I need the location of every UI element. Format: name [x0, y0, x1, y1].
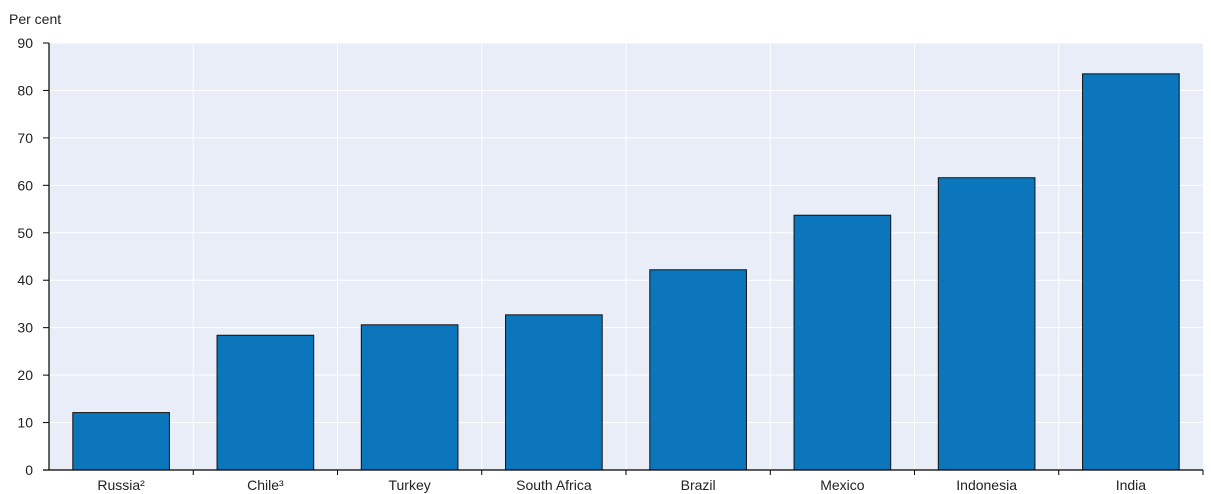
y-tick-label: 50: [17, 225, 33, 241]
y-tick-label: 30: [17, 320, 33, 336]
x-category-label: India: [1116, 477, 1147, 493]
y-tick-label: 10: [17, 415, 33, 431]
y-tick-label: 20: [17, 367, 33, 383]
bar: [649, 269, 747, 471]
bar: [793, 214, 892, 471]
bar: [72, 412, 170, 471]
x-category-label: South Africa: [516, 477, 592, 493]
x-category-label: Mexico: [820, 477, 865, 493]
y-tick-label: 40: [17, 272, 33, 288]
axes: [43, 43, 1204, 475]
vertical-gridlines: [192, 43, 1060, 470]
bar: [937, 177, 1036, 471]
y-tick-label: 70: [17, 130, 33, 146]
bars: [72, 73, 1180, 471]
y-tick-label: 0: [25, 462, 33, 478]
x-category-labels: Russia² Chile³ Turkey South Africa Brazil Mex…: [97, 477, 1146, 493]
bar: [216, 334, 315, 471]
x-category-label: Chile³: [247, 477, 284, 493]
y-ticks: 0 10 20 30 40 50 60 70 80 90: [17, 35, 49, 478]
y-axis-label: Per cent: [9, 11, 61, 27]
x-category-label: Russia²: [97, 477, 145, 493]
y-tick-label: 60: [17, 177, 33, 193]
x-category-label: Turkey: [388, 477, 430, 493]
x-category-label: Brazil: [681, 477, 716, 493]
bar: [360, 324, 459, 471]
y-tick-label: 90: [17, 35, 33, 51]
bar: [1082, 73, 1180, 471]
bar: [505, 314, 603, 471]
x-category-label: Indonesia: [956, 477, 1017, 493]
y-tick-label: 80: [17, 82, 33, 98]
